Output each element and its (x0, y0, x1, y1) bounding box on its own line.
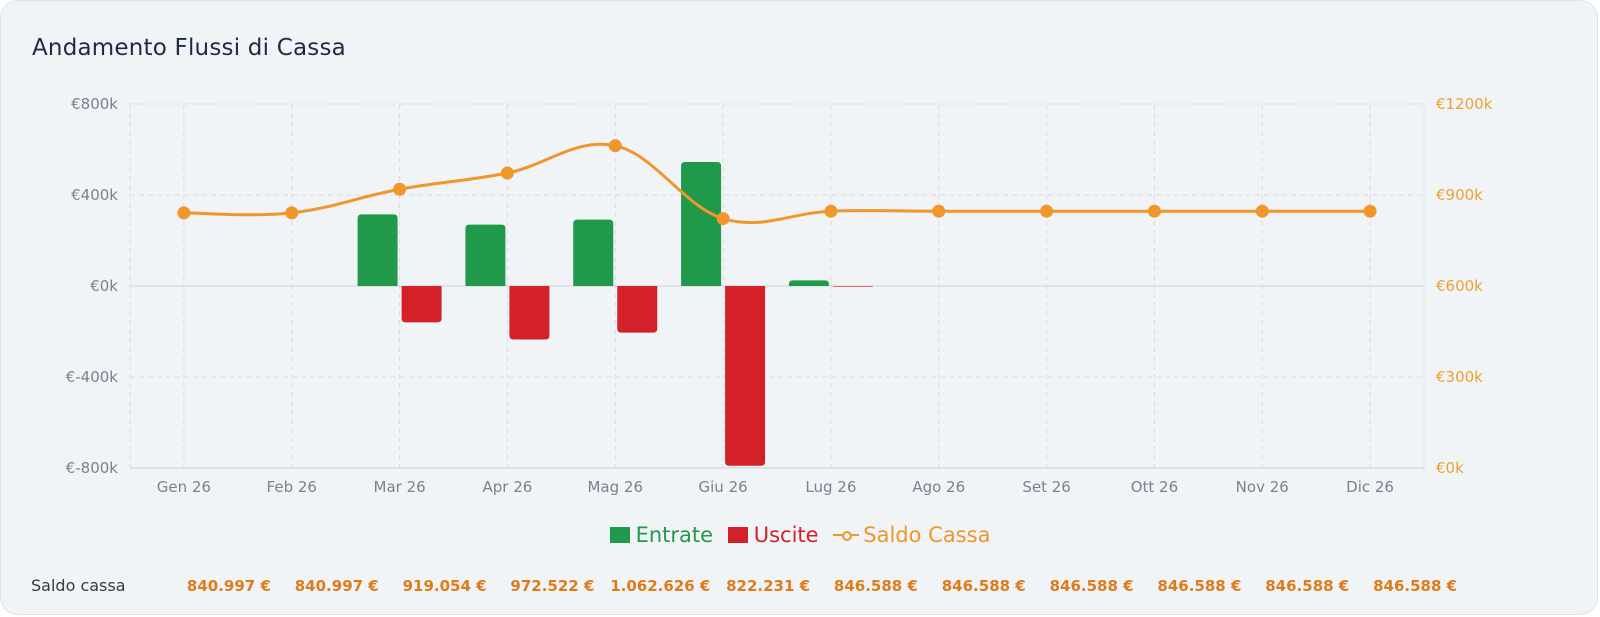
legend-line-icon (833, 527, 860, 543)
bar-entrate[interactable] (357, 214, 398, 286)
saldo-point[interactable] (500, 166, 514, 180)
y-right-tick-label: €300k (1436, 368, 1483, 386)
saldo-line (183, 142, 1371, 225)
y-left-tick-label: €-800k (66, 459, 119, 477)
legend-item-entrate[interactable]: Entrate (609, 523, 714, 547)
y-right-tick-label: €600k (1436, 277, 1483, 295)
x-tick-label: Nov 26 (1236, 478, 1289, 496)
saldo-cassa-value: 846.588 € (941, 577, 1026, 595)
saldo-point[interactable] (1255, 204, 1269, 218)
saldo-point[interactable] (1147, 204, 1161, 218)
bar-uscite[interactable] (832, 286, 873, 287)
legend-label-uscite: Uscite (753, 523, 819, 547)
saldo-point[interactable] (177, 206, 191, 220)
saldo-point[interactable] (1363, 204, 1377, 218)
legend-swatch-entrate (609, 527, 630, 543)
bar-uscite[interactable] (509, 286, 550, 340)
cashflow-chart: €800k €400k €0k €-400k €-800k €1200k €900k €600… (66, 95, 1493, 496)
x-tick-label: Dic 26 (1346, 478, 1394, 496)
saldo-point[interactable] (716, 212, 730, 226)
saldo-point[interactable] (393, 182, 407, 196)
y-left-tick-label: €800k (71, 95, 118, 113)
saldo-point[interactable] (285, 206, 299, 220)
x-tick-label: Ott 26 (1131, 478, 1178, 496)
saldo-cassa-value: 840.997 € (186, 577, 271, 595)
bar-uscite[interactable] (725, 286, 766, 466)
y-right-tick-label: €1200k (1436, 95, 1493, 113)
saldo-cassa-row: Saldo cassa 840.997 € 840.997 € 919.054 € 9… (0, 576, 1600, 600)
bar-uscite[interactable] (617, 286, 658, 333)
grid (129, 103, 1425, 469)
legend-label-entrate: Entrate (635, 523, 714, 547)
bar-entrate[interactable] (573, 219, 614, 286)
y-left-tick-label: €-400k (66, 368, 119, 386)
saldo-cassa-value: 822.231 € (726, 577, 811, 595)
x-tick-label: Set 26 (1022, 478, 1071, 496)
legend-label-saldo: Saldo Cassa (863, 523, 991, 547)
x-tick-label: Mar 26 (374, 478, 426, 496)
saldo-point[interactable] (1040, 204, 1054, 218)
saldo-cassa-value: 846.588 € (1265, 577, 1350, 595)
saldo-cassa-value: 840.997 € (294, 577, 379, 595)
x-tick-label: Lug 26 (805, 478, 856, 496)
saldo-point[interactable] (932, 204, 946, 218)
x-tick-label: Ago 26 (912, 478, 965, 496)
y-right-tick-label: €900k (1436, 186, 1483, 204)
x-tick-label: Giu 26 (699, 478, 748, 496)
saldo-cassa-label: Saldo cassa (31, 576, 126, 595)
bar-entrate[interactable] (465, 224, 506, 286)
legend-item-uscite[interactable]: Uscite (727, 523, 819, 547)
bar-uscite[interactable] (401, 286, 442, 323)
saldo-cassa-value: 972.522 € (510, 577, 595, 595)
saldo-cassa-value: 846.588 € (1049, 577, 1134, 595)
x-tick-label: Feb 26 (267, 478, 317, 496)
chart-legend: Entrate Uscite Saldo Cassa (0, 523, 1600, 548)
legend-swatch-uscite (727, 527, 748, 543)
saldo-cassa-value: 846.588 € (1157, 577, 1242, 595)
saldo-cassa-value: 846.588 € (1373, 577, 1458, 595)
saldo-cassa-value: 1.062.626 € (610, 577, 711, 595)
saldo-point[interactable] (608, 139, 622, 153)
bar-entrate[interactable] (788, 280, 829, 286)
saldo-point[interactable] (824, 204, 838, 218)
y-left-tick-label: €0k (90, 277, 118, 295)
chart-title: Andamento Flussi di Cassa (32, 35, 346, 61)
y-left-tick-label: €400k (71, 186, 118, 204)
bar-entrate[interactable] (681, 162, 722, 286)
saldo-cassa-value: 919.054 € (402, 577, 487, 595)
saldo-cassa-value: 846.588 € (833, 577, 918, 595)
y-right-tick-label: €0k (1436, 459, 1464, 477)
x-tick-label: Mag 26 (587, 478, 643, 496)
bars (357, 162, 873, 466)
legend-item-saldo[interactable]: Saldo Cassa (833, 523, 990, 547)
x-tick-label: Apr 26 (483, 478, 533, 496)
x-tick-label: Gen 26 (157, 478, 211, 496)
